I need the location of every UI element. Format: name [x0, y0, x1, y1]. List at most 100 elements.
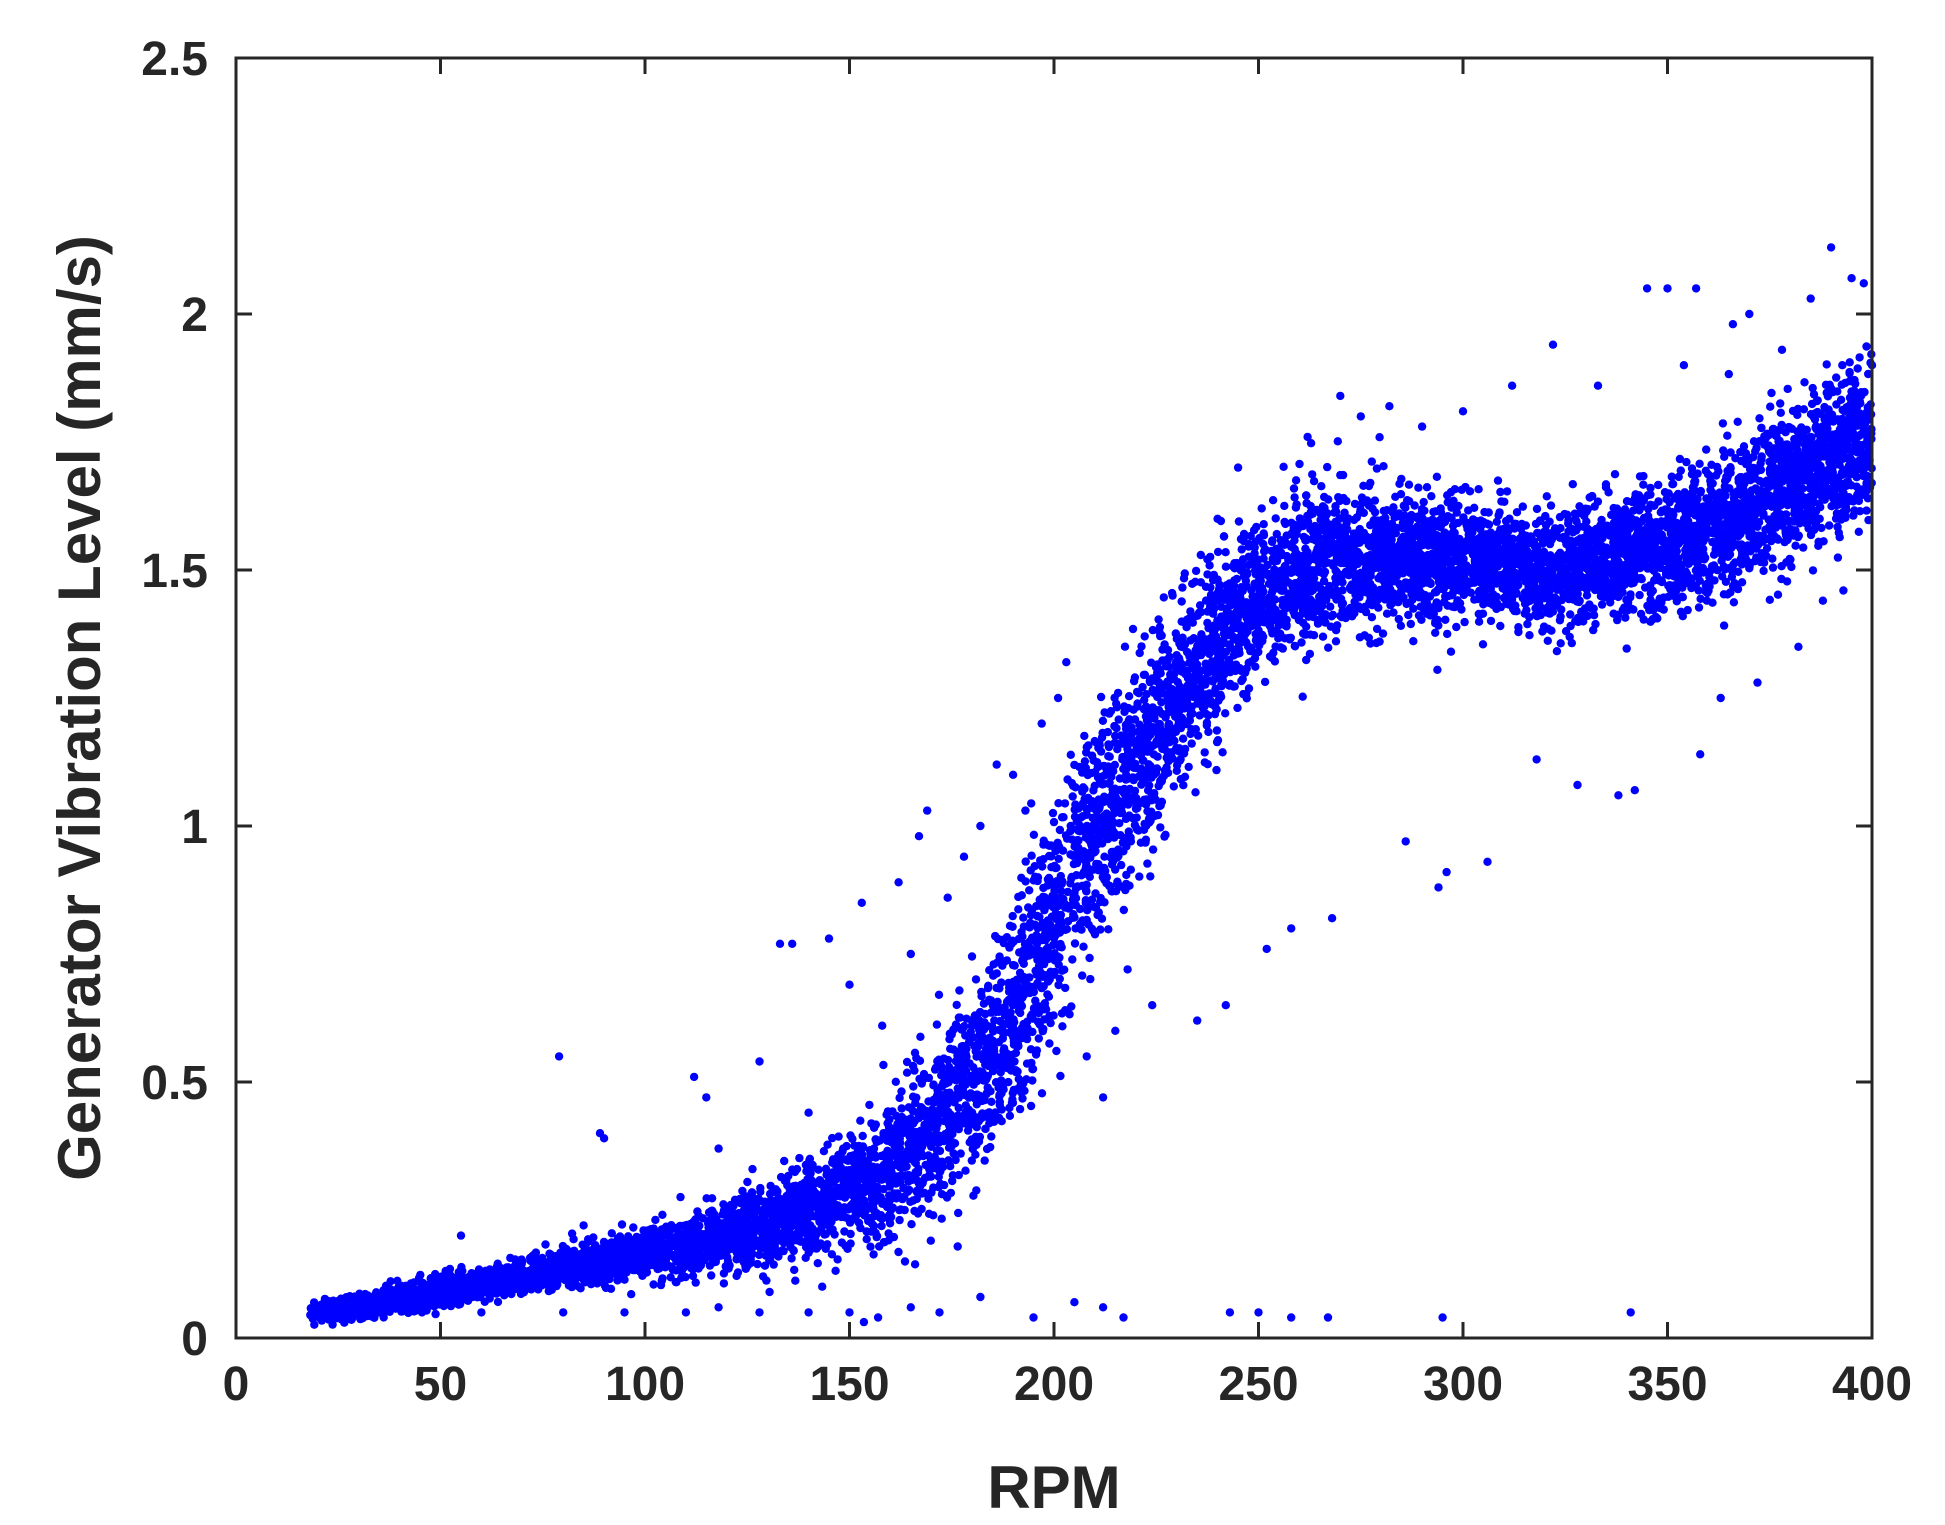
scatter-point — [953, 1242, 962, 1251]
scatter-point — [967, 952, 977, 961]
scatter-point — [877, 1221, 886, 1231]
scatter-point — [629, 1223, 638, 1232]
scatter-point — [1478, 640, 1488, 649]
scatter-point — [1582, 591, 1592, 600]
scatter-point — [801, 1242, 811, 1252]
scatter-point — [865, 1100, 874, 1110]
scatter-point — [1235, 649, 1244, 658]
scatter-point — [658, 1210, 667, 1220]
scatter-point — [1159, 593, 1169, 602]
scatter-point — [1126, 865, 1136, 874]
scatter-point — [1206, 552, 1215, 562]
scatter-point — [819, 1147, 829, 1156]
scatter-point — [1523, 619, 1532, 629]
scatter-point — [1486, 616, 1496, 626]
scatter-point — [1057, 813, 1067, 822]
scatter-point — [1674, 554, 1683, 563]
scatter-point — [787, 1254, 796, 1263]
scatter-point — [1571, 514, 1580, 523]
scatter-point — [541, 1240, 550, 1249]
scatter-point — [834, 1132, 843, 1141]
scatter-point — [1366, 478, 1375, 488]
scatter-point — [956, 1149, 965, 1158]
scatter-point — [1383, 532, 1393, 541]
scatter-point — [1233, 703, 1242, 713]
scatter-point — [961, 1166, 970, 1175]
scatter-point — [1768, 563, 1778, 572]
scatter-point — [1707, 460, 1716, 469]
scatter-point — [1323, 462, 1332, 472]
scatter-point — [1662, 494, 1671, 504]
scatter-point — [1030, 862, 1039, 871]
scatter-point — [916, 1032, 925, 1042]
scatter-point — [1025, 886, 1034, 895]
scatter-point — [1832, 373, 1841, 382]
scatter-point — [1405, 523, 1415, 532]
scatter-point — [1422, 483, 1432, 492]
scatter-point — [1460, 617, 1469, 627]
scatter-point — [937, 1214, 946, 1223]
scatter-point — [1474, 617, 1484, 626]
scatter-point — [1443, 491, 1452, 500]
scatter-point — [1213, 547, 1223, 557]
scatter-point — [862, 1235, 871, 1244]
scatter-point — [1621, 613, 1630, 622]
scatter-point — [1406, 619, 1416, 629]
scatter-point — [1343, 525, 1352, 534]
scatter-point — [997, 1089, 1006, 1098]
scatter-point — [902, 1068, 912, 1077]
scatter-point — [1139, 670, 1149, 680]
scatter-point — [1765, 595, 1775, 604]
scatter-point — [1156, 823, 1165, 832]
scatter-point — [1057, 887, 1066, 896]
scatter-point — [1017, 873, 1026, 882]
scatter-point — [1496, 621, 1505, 631]
scatter-point — [733, 1268, 743, 1277]
scatter-point — [1191, 788, 1200, 797]
scatter-point — [1202, 721, 1212, 730]
scatter-point — [1070, 913, 1079, 922]
scatter-point — [1070, 939, 1080, 948]
scatter-point — [649, 1280, 658, 1289]
scatter-point — [1525, 631, 1534, 640]
scatter-point — [1496, 487, 1505, 497]
scatter-point — [1710, 576, 1719, 585]
scatter-point — [1221, 562, 1231, 571]
scatter-point — [1183, 681, 1192, 690]
scatter-point — [1063, 887, 1073, 897]
scatter-point — [1054, 854, 1063, 863]
scatter-point — [791, 1276, 800, 1285]
scatter-point — [1169, 782, 1179, 791]
scatter-point — [1654, 480, 1663, 490]
scatter-point — [1718, 419, 1728, 428]
scatter-point — [1250, 549, 1259, 558]
scatter-point — [1260, 677, 1270, 687]
scatter-point — [1590, 502, 1599, 511]
scatter-point — [789, 1246, 798, 1256]
scatter-point — [458, 1266, 467, 1276]
scatter-point — [1502, 487, 1512, 496]
scatter-point — [1404, 480, 1414, 489]
scatter-point — [1800, 378, 1809, 387]
scatter-point — [1103, 727, 1113, 737]
scatter-point — [753, 1259, 762, 1269]
scatter-point — [1316, 515, 1325, 525]
scatter-point — [937, 1082, 946, 1091]
scatter-point — [992, 969, 1001, 978]
scatter-point — [1104, 925, 1113, 934]
scatter-point — [910, 1260, 920, 1269]
scatter-point — [719, 1279, 729, 1288]
scatter-point — [866, 1242, 875, 1251]
scatter-point — [1532, 504, 1542, 514]
scatter-point — [1564, 516, 1573, 525]
scatter-point — [1724, 369, 1734, 379]
scatter-point — [1259, 520, 1268, 529]
scatter-point — [1326, 602, 1335, 611]
scatter-point — [1153, 810, 1163, 820]
scatter-point — [1493, 476, 1503, 485]
scatter-point — [1702, 445, 1711, 454]
scatter-point — [1062, 925, 1072, 934]
scatter-point — [972, 1140, 981, 1150]
scatter-point — [895, 1093, 904, 1103]
scatter-point — [898, 1194, 907, 1204]
